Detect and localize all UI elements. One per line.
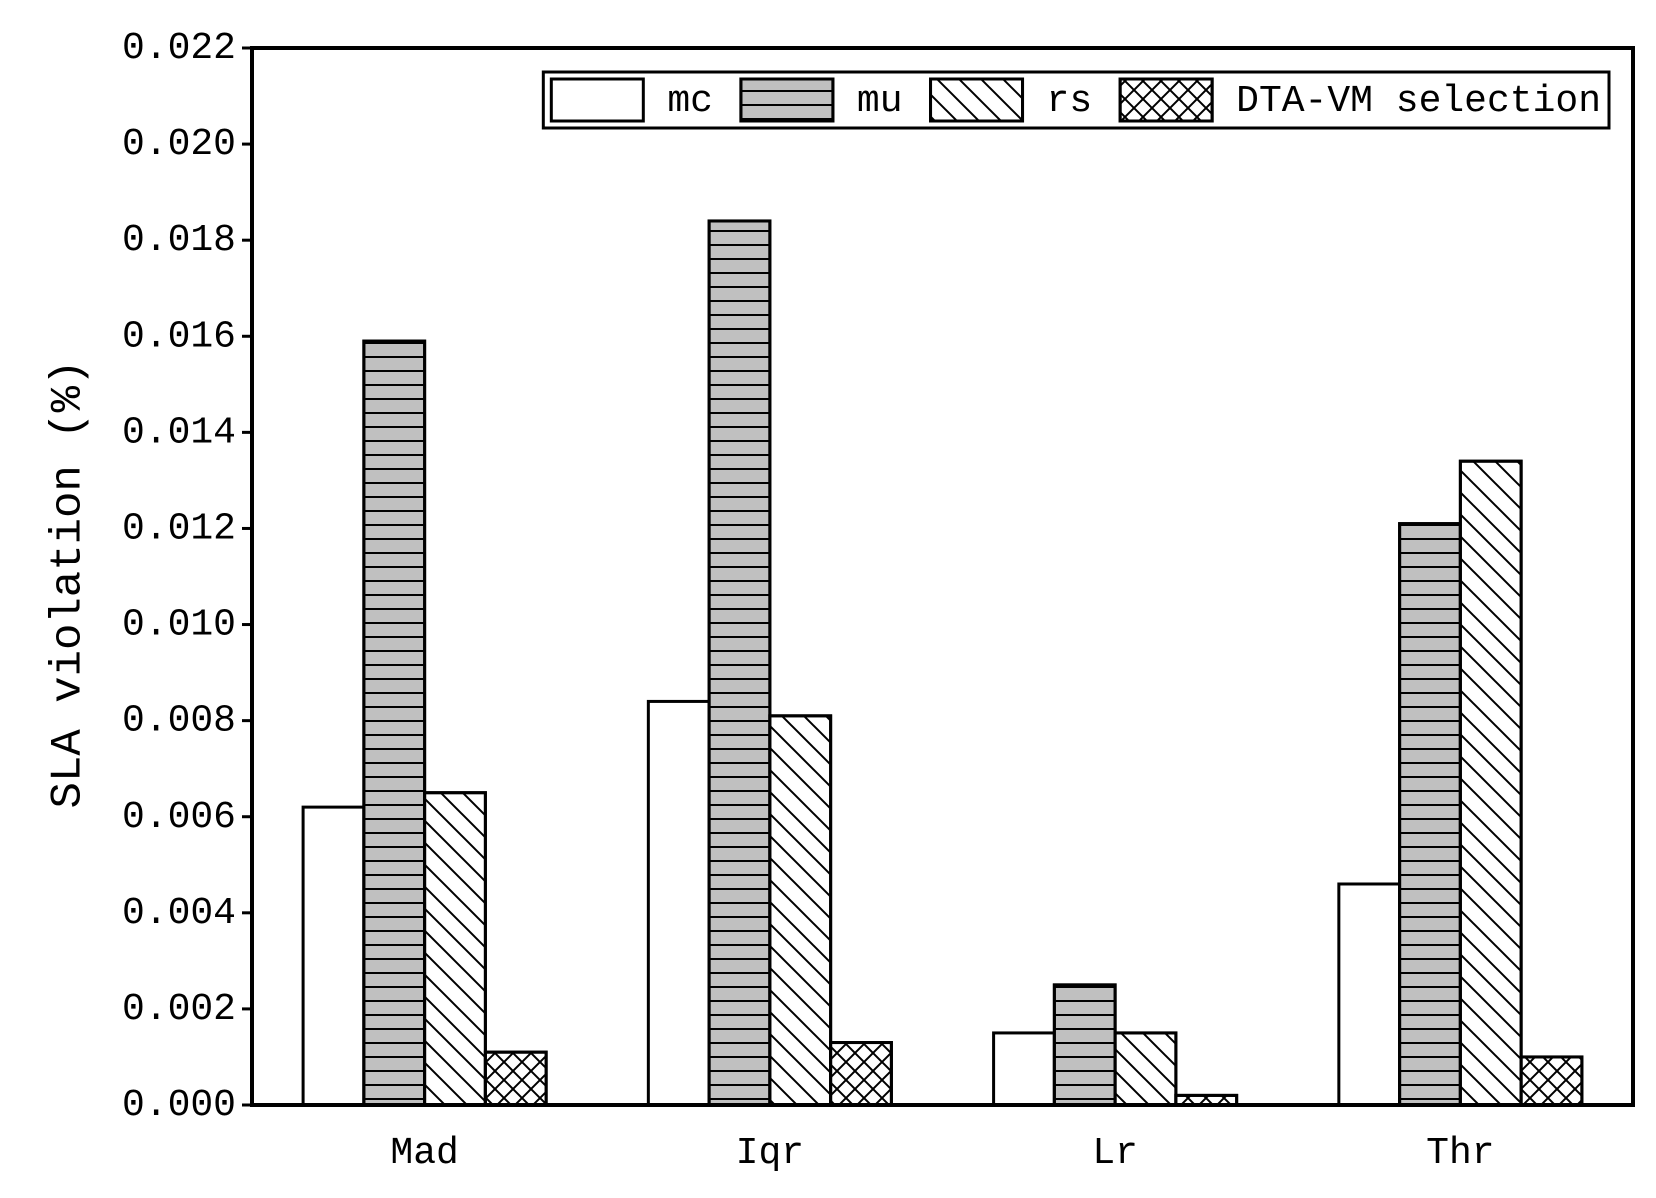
legend-label: DTA-VM selection	[1236, 80, 1601, 123]
legend-box	[541, 70, 1611, 130]
bar-hatch	[423, 791, 487, 1107]
x-tick-label: Iqr	[736, 1132, 804, 1175]
bar	[992, 1031, 1056, 1107]
y-tick-label: 0.014	[122, 411, 236, 454]
bar-hatch	[1113, 1031, 1178, 1107]
y-tick-label: 0.010	[122, 604, 236, 647]
bar	[646, 699, 711, 1107]
y-tick-label: 0.000	[122, 1084, 236, 1127]
y-tick-label: 0.004	[122, 892, 236, 935]
y-tick-label: 0.020	[122, 123, 236, 166]
legend-label: mu	[857, 80, 903, 123]
legend-swatch-hatch	[1118, 77, 1214, 123]
legend-label: mc	[667, 80, 713, 123]
bar-hatch	[362, 339, 427, 1107]
y-axis-title: SLA violation (%)	[44, 360, 94, 809]
bar-hatch	[483, 1050, 548, 1107]
bar-hatch	[1398, 522, 1462, 1107]
legend-swatch	[549, 77, 645, 123]
bar-hatch	[1052, 983, 1117, 1107]
legend-label: rs	[1047, 80, 1093, 123]
bar-hatch	[1458, 459, 1523, 1107]
y-tick-label: 0.022	[122, 27, 236, 70]
x-tick-label: Lr	[1092, 1132, 1138, 1175]
x-tick-label: Mad	[390, 1132, 458, 1175]
y-tick-label: 0.008	[122, 700, 236, 743]
bar-hatch	[829, 1041, 893, 1107]
x-tick-label: Thr	[1426, 1132, 1494, 1175]
legend-swatch-hatch	[739, 77, 835, 123]
bar-hatch	[707, 219, 772, 1107]
y-tick-label: 0.012	[122, 507, 236, 550]
y-tick-label: 0.006	[122, 796, 236, 839]
bar-hatch	[768, 714, 833, 1107]
bar	[301, 805, 366, 1107]
plot-frame	[250, 46, 1635, 1107]
y-tick-label: 0.018	[122, 219, 236, 262]
bar	[1337, 882, 1402, 1107]
y-tick-label: 0.016	[122, 315, 236, 358]
bar-hatch	[1519, 1055, 1584, 1107]
y-tick-label: 0.002	[122, 988, 236, 1031]
legend-swatch-hatch	[929, 77, 1025, 123]
